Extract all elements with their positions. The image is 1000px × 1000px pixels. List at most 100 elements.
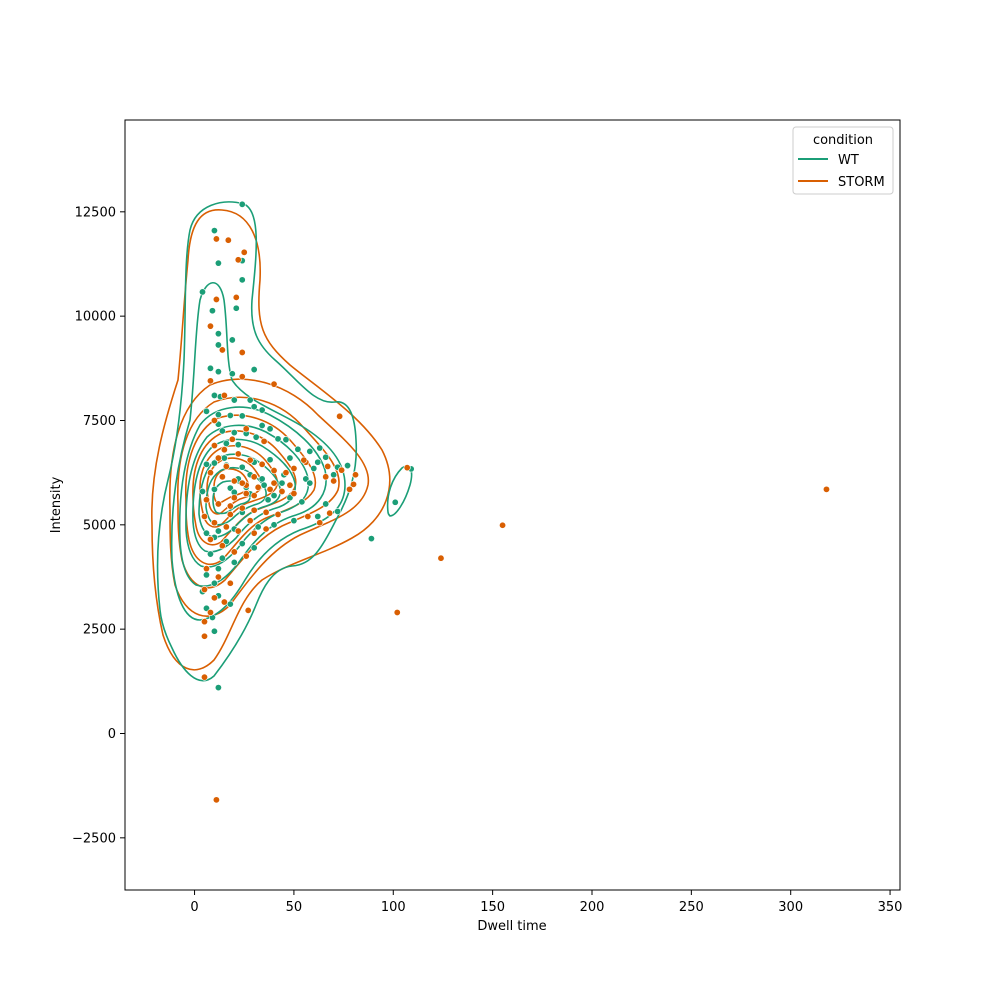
storm-point xyxy=(282,469,290,477)
storm-point xyxy=(403,464,411,472)
wt-point xyxy=(306,447,314,455)
storm-point xyxy=(220,446,228,454)
wt-point xyxy=(264,496,272,504)
wt-point xyxy=(286,494,294,502)
storm-point xyxy=(270,467,278,475)
wt-point xyxy=(298,498,306,506)
storm-point xyxy=(214,573,222,581)
storm-point xyxy=(262,508,270,516)
y-tick-label: 5000 xyxy=(83,518,116,533)
storm-point xyxy=(250,473,258,481)
wt-point xyxy=(218,427,226,435)
wt-point xyxy=(222,538,230,546)
storm-point xyxy=(278,487,286,495)
storm-point xyxy=(316,519,324,527)
storm-point xyxy=(238,479,246,487)
wt-point xyxy=(222,439,230,447)
wt-point xyxy=(334,507,342,515)
storm-point xyxy=(338,466,346,474)
wt-point xyxy=(202,571,210,579)
y-axis: −2500 0 2500 5000 7500 10000 12500 xyxy=(72,205,125,846)
storm-point xyxy=(218,346,226,354)
wt-point xyxy=(238,276,246,284)
storm-point xyxy=(246,456,254,464)
storm-point xyxy=(244,606,252,614)
y-tick-label: 10000 xyxy=(75,310,116,325)
storm-point xyxy=(270,479,278,487)
wt-point xyxy=(294,445,302,453)
wt-point xyxy=(210,391,218,399)
storm-point xyxy=(324,462,332,470)
wt-point xyxy=(367,535,375,543)
legend-label-storm: STORM xyxy=(838,175,885,190)
wt-point xyxy=(210,459,218,467)
storm-point xyxy=(200,586,208,594)
wt-point xyxy=(199,487,207,495)
storm-point xyxy=(290,464,298,472)
storm-point xyxy=(290,490,298,498)
wt-point xyxy=(206,550,214,558)
wt-point xyxy=(310,464,318,472)
wt-point xyxy=(258,475,266,483)
storm-point xyxy=(240,248,248,256)
storm-point xyxy=(352,471,360,479)
wt-point xyxy=(232,304,240,312)
storm-point xyxy=(200,618,208,626)
storm-point xyxy=(336,412,344,420)
legend-title: condition xyxy=(813,133,873,148)
wt-point xyxy=(218,554,226,562)
storm-point xyxy=(250,492,258,500)
storm-point xyxy=(238,373,246,381)
storm-point xyxy=(230,477,238,485)
storm-point xyxy=(242,552,250,560)
wt-point xyxy=(344,462,352,470)
storm-contour-2 xyxy=(168,378,370,617)
storm-point xyxy=(822,485,830,493)
storm-point xyxy=(242,425,250,433)
wt-point xyxy=(214,527,222,535)
x-axis-label: Dwell time xyxy=(477,919,546,934)
storm-point xyxy=(270,380,278,388)
wt-point xyxy=(250,403,258,411)
storm-point xyxy=(230,548,238,556)
wt-point xyxy=(208,307,216,315)
storm-point xyxy=(224,236,232,244)
storm-point xyxy=(258,460,266,468)
storm-point xyxy=(206,377,214,385)
wt-point xyxy=(238,200,246,208)
storm-point xyxy=(212,295,220,303)
storm-point xyxy=(286,481,294,489)
wt-point xyxy=(202,407,210,415)
kde-contours xyxy=(151,201,413,682)
wt-point xyxy=(202,460,210,468)
legend-label-wt: WT xyxy=(838,153,859,168)
storm-point xyxy=(202,565,210,573)
storm-point xyxy=(212,796,220,804)
wt-point xyxy=(228,370,236,378)
storm-point xyxy=(210,442,218,450)
wt-point xyxy=(258,406,266,414)
wt-point xyxy=(226,600,234,608)
storm-point xyxy=(218,542,226,550)
wt-point xyxy=(314,512,322,520)
storm-point xyxy=(220,598,228,606)
plot-frame xyxy=(124,119,901,891)
wt-point xyxy=(290,517,298,525)
x-tick-label: 150 xyxy=(480,900,505,915)
wt-point xyxy=(214,565,222,573)
y-tick-label: −2500 xyxy=(72,831,116,846)
wt-point xyxy=(274,435,282,443)
storm-point xyxy=(437,554,445,562)
storm-point xyxy=(206,535,214,543)
wt-point xyxy=(282,436,290,444)
wt-point xyxy=(260,481,268,489)
wt-point xyxy=(250,544,258,552)
storm-point xyxy=(246,517,254,525)
wt-point xyxy=(252,433,260,441)
wt-point xyxy=(246,396,254,404)
x-tick-label: 200 xyxy=(580,900,605,915)
storm-point xyxy=(210,519,218,527)
storm-point xyxy=(214,454,222,462)
wt-point xyxy=(278,479,286,487)
storm-point xyxy=(300,456,308,464)
